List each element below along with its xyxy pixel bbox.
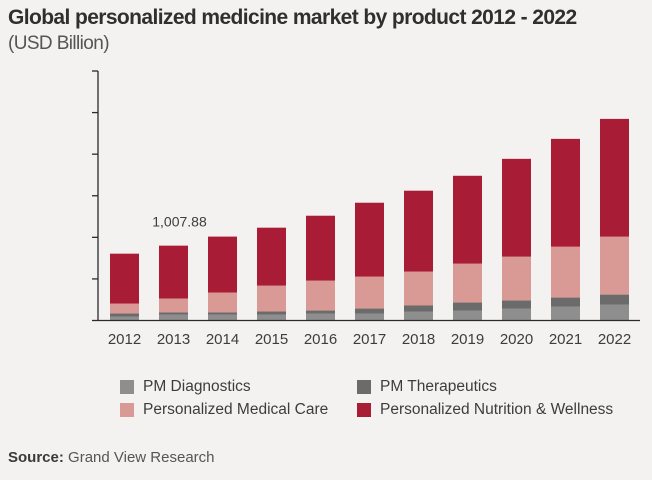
bar-segment-personalized-nutrition-wellness-2014: [208, 236, 237, 293]
source-text: Grand View Research: [68, 449, 215, 466]
legend-item-personalized-medical-care: Personalized Medical Care: [120, 401, 357, 419]
bar-segment-pm-therapeutics-2020: [502, 300, 531, 309]
bar-segment-personalized-nutrition-wellness-2016: [306, 215, 335, 281]
x-tick-label: 2014: [206, 331, 239, 348]
bar-segment-pm-diagnostics-2014: [208, 314, 237, 321]
legend-swatch: [120, 380, 134, 394]
y-axis: [92, 70, 640, 322]
annotations: 1,007.88: [152, 214, 207, 230]
x-tick-label: 2018: [402, 331, 435, 348]
legend-label: Personalized Medical Care: [143, 401, 329, 418]
x-tick-label: 2017: [353, 331, 386, 348]
legend-swatch: [357, 380, 371, 394]
bar-segment-personalized-nutrition-wellness-2020: [502, 158, 531, 257]
bar-segment-personalized-nutrition-wellness-2019: [453, 175, 482, 264]
bar-segment-pm-therapeutics-2015: [257, 311, 286, 315]
bar-segment-pm-diagnostics-2020: [502, 308, 531, 321]
legend-label: Personalized Nutrition & Wellness: [380, 401, 614, 418]
legend-label: PM Therapeutics: [380, 378, 497, 395]
bar-segment-pm-diagnostics-2013: [159, 314, 188, 321]
data-label: 1,007.88: [152, 214, 207, 230]
x-tick-label: 2019: [451, 331, 484, 348]
x-tick-label: 2012: [108, 331, 141, 348]
x-tick-label: 2022: [598, 331, 631, 348]
bar-segment-pm-therapeutics-2017: [355, 308, 384, 314]
bar-segment-personalized-medical-care-2012: [110, 303, 139, 314]
bar-segment-personalized-medical-care-2022: [600, 236, 629, 295]
chart-title: Global personalized medicine market by p…: [8, 6, 577, 29]
legend-item-pm-diagnostics: PM Diagnostics: [120, 378, 357, 396]
legend-swatch: [120, 403, 134, 417]
x-axis-labels: 2012 2013 2014 2015 2016 2017 2018 2019 2020 2021…: [108, 331, 631, 348]
bars-group: [110, 118, 629, 321]
bar-segment-personalized-nutrition-wellness-2021: [551, 138, 580, 247]
stacked-bar-chart: 2012 2013 2014 2015 2016 2017 2018 2019 2020 2021…: [92, 70, 640, 348]
legend-label: PM Diagnostics: [143, 378, 251, 395]
bar-segment-pm-therapeutics-2012: [110, 313, 139, 317]
bar-segment-pm-diagnostics-2015: [257, 314, 286, 321]
bar-segment-pm-diagnostics-2018: [404, 311, 433, 321]
bar-segment-personalized-medical-care-2013: [159, 298, 188, 313]
bar-segment-personalized-nutrition-wellness-2022: [600, 118, 629, 237]
bar-segment-personalized-nutrition-wellness-2012: [110, 253, 139, 304]
source-note: Source: Grand View Research: [8, 449, 215, 466]
bar-segment-personalized-medical-care-2018: [404, 271, 433, 306]
bar-segment-pm-therapeutics-2022: [600, 294, 629, 305]
bar-segment-pm-therapeutics-2014: [208, 312, 237, 315]
bar-segment-pm-therapeutics-2018: [404, 305, 433, 312]
bar-segment-personalized-medical-care-2021: [551, 246, 580, 298]
chart-subtitle: (USD Billion): [8, 33, 110, 54]
source-label: Source:: [8, 449, 64, 466]
bar-segment-personalized-medical-care-2017: [355, 276, 384, 309]
x-tick-label: 2013: [157, 331, 190, 348]
x-tick-label: 2016: [304, 331, 337, 348]
bar-segment-pm-therapeutics-2021: [551, 297, 580, 307]
bar-segment-pm-diagnostics-2016: [306, 313, 335, 321]
legend-swatch: [357, 403, 371, 417]
bar-segment-pm-diagnostics-2021: [551, 306, 580, 321]
bar-segment-personalized-nutrition-wellness-2018: [404, 190, 433, 272]
legend: PM Diagnostics PM Therapeutics Personali…: [120, 378, 617, 419]
legend-item-personalized-nutrition-wellness: Personalized Nutrition & Wellness: [357, 401, 617, 419]
bar-segment-personalized-nutrition-wellness-2013: [159, 245, 188, 299]
bar-segment-personalized-medical-care-2015: [257, 285, 286, 312]
x-tick-label: 2020: [500, 331, 533, 348]
bar-segment-pm-diagnostics-2017: [355, 313, 384, 321]
bar-segment-personalized-medical-care-2020: [502, 256, 531, 301]
bar-segment-pm-therapeutics-2016: [306, 310, 335, 314]
bar-segment-personalized-medical-care-2016: [306, 280, 335, 311]
legend-item-pm-therapeutics: PM Therapeutics: [357, 378, 617, 396]
x-tick-label: 2015: [255, 331, 288, 348]
bar-segment-pm-diagnostics-2022: [600, 304, 629, 321]
bar-segment-personalized-medical-care-2019: [453, 263, 482, 303]
bar-segment-personalized-medical-care-2014: [208, 292, 237, 313]
x-tick-label: 2021: [549, 331, 582, 348]
bar-segment-pm-diagnostics-2012: [110, 316, 139, 321]
bar-segment-personalized-nutrition-wellness-2015: [257, 227, 286, 286]
bar-segment-pm-diagnostics-2019: [453, 310, 482, 321]
bar-segment-pm-therapeutics-2019: [453, 302, 482, 311]
bar-segment-personalized-nutrition-wellness-2017: [355, 202, 384, 277]
bar-segment-pm-therapeutics-2013: [159, 312, 188, 315]
